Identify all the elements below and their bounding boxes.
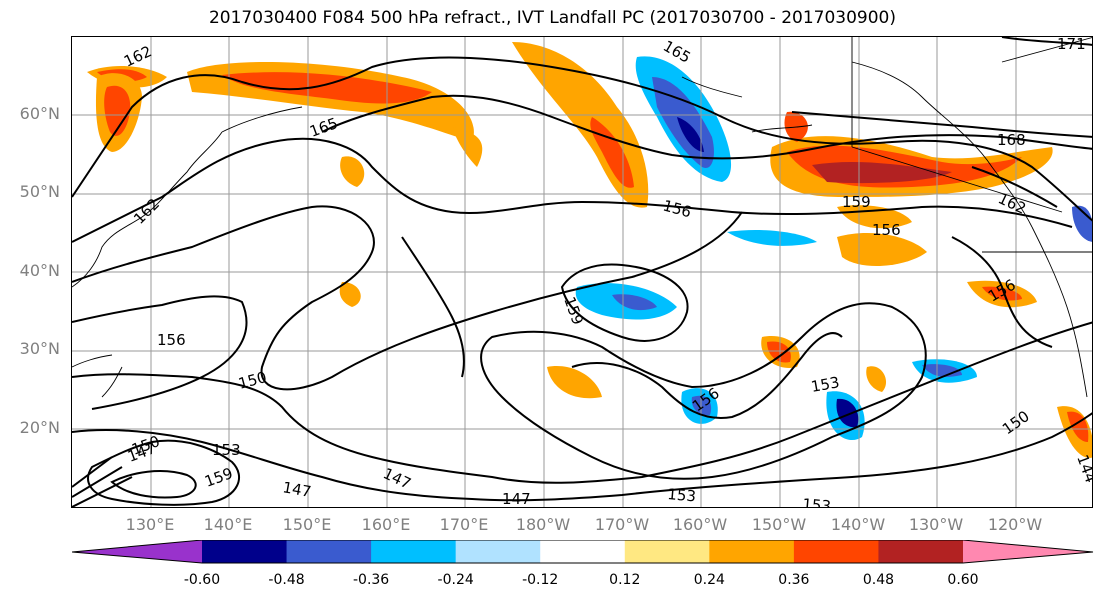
colorbar-tick-label: -0.12 <box>522 572 559 588</box>
lon-label: 130°W <box>908 515 964 534</box>
graticule <box>72 37 1092 507</box>
shading-layer <box>87 42 1092 458</box>
contour-label: 156 <box>661 196 693 221</box>
colorbar-tick-label: -0.60 <box>183 572 221 588</box>
contour-inner-2 <box>110 470 197 499</box>
colorbar-cell <box>624 540 710 563</box>
map-plot-area: 162 165 162 156 150 147 150 153 159 147 … <box>71 36 1093 508</box>
contour-label: 150 <box>999 407 1033 438</box>
contour-168 <box>791 111 1092 138</box>
contour-label: 168 <box>997 131 1026 149</box>
contour-label: 156 <box>157 331 186 349</box>
contour-label: 162 <box>121 42 155 70</box>
contour-label: 171 <box>1057 37 1086 53</box>
positive-anomaly-region <box>104 85 131 136</box>
lat-label-30n: 30°N <box>19 339 60 358</box>
lat-label-20n: 20°N <box>19 418 60 437</box>
colorbar <box>72 540 1094 564</box>
contour-label: 147 <box>502 490 531 508</box>
contour-label: 159 <box>202 464 235 491</box>
contour-171 <box>1001 37 1092 46</box>
contour-label: 147 <box>281 478 312 501</box>
contour-156-b <box>571 332 843 419</box>
colorbar-tick-label: 0.60 <box>947 572 979 588</box>
contour-159-b <box>560 263 689 342</box>
lon-label: 130°E <box>125 515 175 534</box>
contour-label: 159 <box>842 193 871 211</box>
lon-label: 170°E <box>439 515 489 534</box>
contour-153 <box>72 295 248 410</box>
contour-label: 153 <box>212 441 241 459</box>
lon-label: 160°E <box>361 515 411 534</box>
contour-label: 153 <box>802 495 832 508</box>
contour-150 <box>72 321 1092 484</box>
colorbar-cell <box>371 540 457 563</box>
positive-anomaly-region <box>982 286 1022 301</box>
negative-anomaly-region <box>727 230 817 246</box>
colorbar-tick-label: -0.24 <box>437 572 474 588</box>
contour-162-b <box>971 166 1058 208</box>
lon-label: 180°W <box>515 515 571 534</box>
map-title: 2017030400 F084 500 hPa refract., IVT La… <box>208 8 896 28</box>
positive-anomaly-region <box>340 156 365 187</box>
colorbar-extension-low <box>72 540 202 563</box>
lon-label: 150°W <box>751 515 807 534</box>
contour-159 <box>72 137 1073 243</box>
colorbar-tick-label: 0.24 <box>693 572 725 588</box>
colorbar-cell <box>202 540 288 563</box>
contour-label: 147 <box>380 464 414 492</box>
positive-anomaly-region <box>547 366 602 399</box>
colorbar-cell <box>878 540 964 563</box>
colorbar-cell <box>286 540 372 563</box>
lon-label: 140°E <box>203 515 253 534</box>
colorbar-cell <box>793 540 879 563</box>
contour-label: 153 <box>667 485 697 505</box>
lon-label: 120°W <box>987 515 1043 534</box>
colorbar-cell <box>455 540 541 563</box>
negative-anomaly-region <box>677 117 704 152</box>
lon-label: 140°W <box>830 515 886 534</box>
contour-165 <box>321 94 1092 160</box>
colorbar-tick-label: 0.48 <box>862 572 895 588</box>
colorbar-tick-label: -0.48 <box>268 572 305 588</box>
contour-156 <box>72 205 743 391</box>
colorbar-cell <box>709 540 795 563</box>
contour-147 <box>72 412 1092 502</box>
contour-label: 150 <box>236 368 268 393</box>
positive-anomaly-region <box>452 127 483 167</box>
colorbar-tick-label: -0.36 <box>352 572 390 588</box>
contour-162 <box>72 56 1092 222</box>
contour-inner <box>87 439 241 506</box>
positive-anomaly-region <box>767 341 791 363</box>
positive-anomaly-region <box>866 366 887 392</box>
lon-label: 170°W <box>594 515 650 534</box>
colorbar-cell <box>540 540 626 563</box>
colorbar-tick-label: 0.12 <box>609 572 641 588</box>
negative-anomaly-region <box>836 398 859 428</box>
contour-label: 165 <box>307 114 340 141</box>
positive-anomaly-region <box>222 72 432 104</box>
lon-label: 160°W <box>672 515 728 534</box>
positive-anomaly-region <box>339 282 361 307</box>
contour-label: 156 <box>872 221 901 239</box>
lat-label-60n: 60°N <box>19 104 60 123</box>
contour-label-layer: 162 165 162 156 150 147 150 153 159 147 … <box>121 37 1093 508</box>
contour-label: 144 <box>1073 452 1093 485</box>
lat-label-50n: 50°N <box>19 182 60 201</box>
map-canvas: 162 165 162 156 150 147 150 153 159 147 … <box>72 37 1093 508</box>
colorbar-extension-high <box>963 540 1093 563</box>
lat-label-40n: 40°N <box>19 261 60 280</box>
contours <box>72 37 1092 507</box>
lon-label: 150°E <box>282 515 332 534</box>
contour-153-b <box>480 302 927 480</box>
colorbar-tick-label: 0.36 <box>778 572 810 588</box>
contour-label: 153 <box>810 373 841 396</box>
